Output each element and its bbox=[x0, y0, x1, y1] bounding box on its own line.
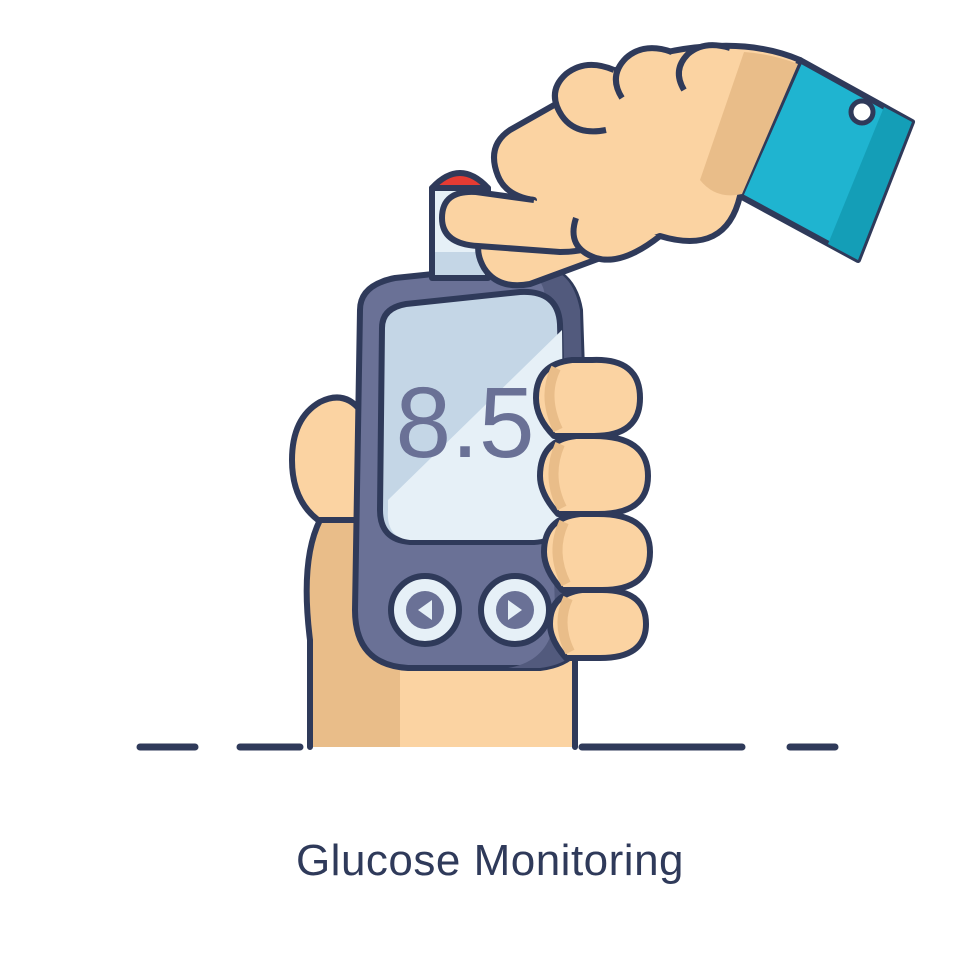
infographic-stage: 8.5 bbox=[0, 0, 980, 980]
cuff-button-icon bbox=[851, 101, 873, 123]
pricking-hand bbox=[442, 45, 912, 285]
caption-label: Glucose Monitoring bbox=[0, 836, 980, 886]
glucometer-reading: 8.5 bbox=[395, 367, 534, 479]
holding-hand-fingers bbox=[536, 360, 650, 658]
next-button bbox=[481, 576, 549, 644]
glucose-monitoring-illustration: 8.5 bbox=[0, 0, 980, 980]
prev-button bbox=[391, 576, 459, 644]
